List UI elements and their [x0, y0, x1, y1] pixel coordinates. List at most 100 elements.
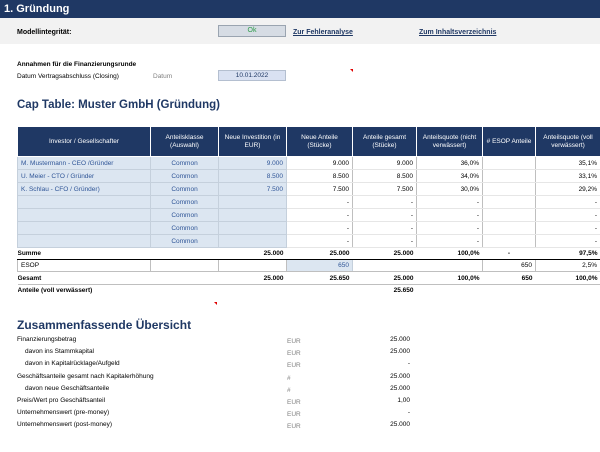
esop-row: ESOP 650 650 2,5%	[17, 259, 600, 272]
page-title: 1. Gründung	[0, 0, 600, 18]
total-new-shares: 25.650	[329, 274, 350, 282]
quota-diluted-cell: 33,1%	[535, 169, 600, 183]
summary-value: 25.000	[390, 336, 410, 343]
share-class-select[interactable]: Common	[150, 156, 219, 170]
investment-input[interactable]	[218, 221, 287, 235]
share-class-select[interactable]: Common	[150, 234, 219, 248]
esop-cell	[482, 195, 536, 209]
table-row: K. Schlau - CFO / Gründer) Common 7.500 7.5…	[17, 182, 600, 196]
quota-cell: -	[416, 221, 483, 235]
investment-input[interactable]	[218, 208, 287, 222]
integrity-status-badge: Ok	[218, 25, 286, 37]
summary-label: Unternehmenswert (pre-money)	[17, 409, 110, 417]
total-quota: 100,0%	[457, 274, 480, 282]
sum-esop: -	[482, 247, 536, 260]
investment-input[interactable]: 7.500	[218, 182, 287, 196]
error-analysis-link[interactable]: Zur Fehleranalyse	[293, 29, 353, 36]
summary-value: 25.000	[390, 421, 410, 429]
esop-cell	[482, 182, 536, 196]
new-shares-cell: 8.500	[286, 169, 353, 183]
investor-input[interactable]	[17, 208, 151, 222]
new-shares-cell: -	[286, 221, 353, 235]
total-shares-cell: -	[352, 208, 417, 222]
total-label: Gesamt	[17, 274, 42, 282]
summary-value: 25.000	[390, 384, 410, 392]
investment-input[interactable]: 9.000	[218, 156, 287, 170]
header-class: Anteilsklasse (Auswahl)	[150, 126, 219, 157]
new-shares-cell: -	[286, 195, 353, 209]
comment-marker	[214, 302, 217, 305]
investor-input[interactable]: M. Mustermann - CEO /Gründer	[17, 156, 151, 170]
summary-row: Geschäftsanteile gesamt nach Kapitalerhö…	[17, 373, 437, 385]
summary-unit: EUR	[287, 338, 301, 345]
summary-row: Preis/Wert pro Geschäftsanteil EUR 1,00	[17, 397, 437, 409]
esop-quota-diluted: 2,5%	[535, 259, 600, 272]
quota-diluted-cell: 35,1%	[535, 156, 600, 170]
total-shares-cell: -	[352, 221, 417, 235]
diluted-row: Anteile (voll verwässert) 25.650	[17, 284, 600, 296]
comment-marker	[350, 69, 353, 72]
cap-table: Investor / Gesellschafter Anteilsklasse …	[17, 126, 600, 296]
sum-new-shares: 25.000	[286, 247, 353, 260]
summary-row: davon neue Geschäftsanteile #25.000	[17, 385, 437, 397]
investor-input[interactable]: U. Meier - CTO / Gründer	[17, 169, 151, 183]
share-class-select[interactable]: Common	[150, 169, 219, 183]
summary-unit: EUR	[287, 350, 301, 358]
header-total-shares: Anteile gesamt (Stücke)	[352, 126, 417, 157]
header-quota-diluted: Anteilsquote (voll verwässert)	[535, 126, 600, 157]
table-row: Common - - - -	[17, 234, 600, 248]
investor-input[interactable]	[17, 221, 151, 235]
total-shares-cell: 7.500	[352, 182, 417, 196]
total-esop: 650	[521, 274, 533, 282]
summary-value: -	[407, 360, 410, 368]
quota-cell: -	[416, 234, 483, 248]
quota-cell: 34,0%	[416, 169, 483, 183]
closing-date-unit: Datum	[153, 73, 173, 80]
investor-input[interactable]	[17, 234, 151, 248]
header-investor: Investor / Gesellschafter	[17, 126, 151, 157]
toc-link[interactable]: Zum Inhaltsverzeichnis	[419, 29, 497, 36]
table-row: Common - - - -	[17, 221, 600, 235]
sum-investment: 25.000	[218, 247, 287, 260]
sum-label: Summe	[17, 247, 151, 260]
header-investment: Neue Investition (in EUR)	[218, 126, 287, 157]
sum-quota: 100,0%	[416, 247, 483, 260]
summary-label: Geschäftsanteile gesamt nach Kapitalerhö…	[17, 372, 154, 380]
header-quota: Anteilsquote (nicht verwässert)	[416, 126, 483, 157]
quota-cell: -	[416, 195, 483, 209]
sum-total-shares: 25.000	[352, 247, 417, 260]
investor-input[interactable]	[17, 195, 151, 209]
summary-table: Finanzierungsbetrag EUR 25.000 davon ins St…	[17, 336, 437, 434]
summary-title: Zusammenfassende Übersicht	[17, 318, 192, 332]
summary-label: davon neue Geschäftsanteile	[25, 384, 110, 392]
table-row: U. Meier - CTO / Gründer Common 8.500 8.500…	[17, 169, 600, 183]
new-shares-cell: 7.500	[286, 182, 353, 196]
share-class-select[interactable]: Common	[150, 195, 219, 209]
summary-unit: #	[287, 386, 291, 394]
total-investment: 25.000	[263, 274, 284, 282]
share-class-select[interactable]: Common	[150, 221, 219, 235]
quota-cell: 36,0%	[416, 156, 483, 170]
integrity-label: Modellintegrität:	[17, 29, 72, 36]
esop-count: 650	[482, 259, 536, 272]
esop-new-shares-input[interactable]: 650	[286, 259, 353, 272]
quota-cell: -	[416, 208, 483, 222]
total-shares-cell: -	[352, 234, 417, 248]
summary-row: Unternehmenswert (pre-money) EUR -	[17, 409, 437, 421]
summary-unit: EUR	[287, 423, 301, 431]
quota-diluted-cell: -	[535, 195, 600, 209]
investor-input[interactable]: K. Schlau - CFO / Gründer)	[17, 182, 151, 196]
investment-input[interactable]	[218, 234, 287, 248]
closing-date-input[interactable]: 10.01.2022	[218, 70, 286, 81]
share-class-select[interactable]: Common	[150, 182, 219, 196]
quota-diluted-cell: -	[535, 208, 600, 222]
investment-input[interactable]	[218, 195, 287, 209]
table-row: Common - - - -	[17, 208, 600, 222]
diluted-label: Anteile (voll verwässert)	[17, 284, 219, 296]
closing-date-label: Datum Vertragsabschluss (Closing)	[17, 73, 119, 80]
share-class-select[interactable]: Common	[150, 208, 219, 222]
investment-input[interactable]: 8.500	[218, 169, 287, 183]
sum-row: Summe 25.000 25.000 25.000 100,0% - 97,5…	[17, 247, 600, 260]
esop-cell	[482, 156, 536, 170]
total-shares-cell: 8.500	[352, 169, 417, 183]
